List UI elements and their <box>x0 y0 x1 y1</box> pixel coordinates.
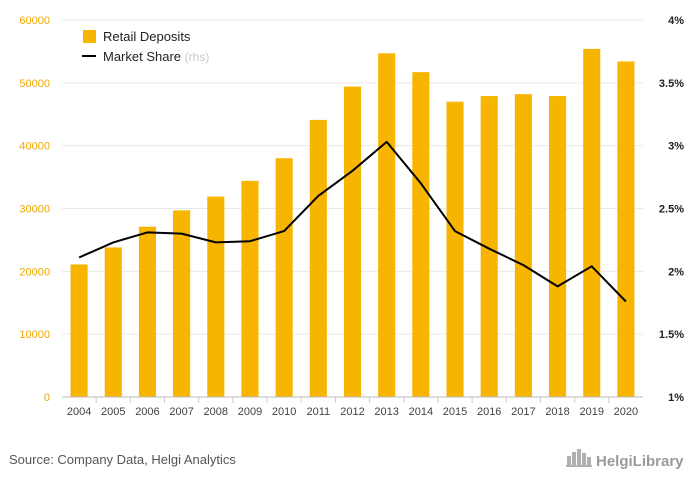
x-tick-label: 2004 <box>67 406 91 418</box>
bar <box>514 94 532 397</box>
bar <box>70 264 88 397</box>
y-right-tick-label: 1.5% <box>659 329 684 341</box>
bar <box>412 72 430 397</box>
y-right-tick-label: 3.5% <box>659 78 684 90</box>
bar <box>173 210 191 397</box>
x-tick-label: 2020 <box>614 406 638 418</box>
y-tick-label: 20000 <box>19 266 50 278</box>
y-right-tick-label: 2.5% <box>659 204 684 216</box>
y-tick-label: 30000 <box>19 204 50 216</box>
bar-series <box>70 48 635 398</box>
legend-label-retail-deposits: Retail Deposits <box>103 29 191 44</box>
y-tick-label: 10000 <box>19 329 50 341</box>
legend-rhs-note: (rhs) <box>185 50 210 64</box>
y-tick-label: 50000 <box>19 78 50 90</box>
y-right-tick-label: 3% <box>668 141 684 153</box>
y-right-tick-label: 2% <box>668 266 684 278</box>
x-tick-label: 2005 <box>101 406 125 418</box>
x-tick-label: 2018 <box>545 406 569 418</box>
legend: Retail Deposits Market Share (rhs) <box>82 29 209 64</box>
x-tick-label: 2016 <box>477 406 501 418</box>
source-note: Source: Company Data, Helgi Analytics <box>9 452 236 467</box>
x-tick-label: 2008 <box>204 406 228 418</box>
x-tick-label: 2017 <box>511 406 535 418</box>
y-axis-right: 1% 1.5% 2% 2.5% 3% 3.5% 4% <box>659 15 684 404</box>
y-right-tick-label: 1% <box>668 392 684 404</box>
y-right-tick-label: 4% <box>668 15 684 27</box>
bar <box>241 180 259 397</box>
y-tick-label: 0 <box>44 392 50 404</box>
x-tick-label: 2009 <box>238 406 262 418</box>
brand-logo: HelgiLibrary <box>566 449 684 470</box>
market-share-line <box>78 140 627 303</box>
legend-label-market-share-text: Market Share <box>103 49 181 64</box>
bar <box>275 158 293 397</box>
brand-name: HelgiLibrary <box>596 453 684 470</box>
bar <box>583 48 601 398</box>
y-axis-left: 0 10000 20000 30000 40000 50000 60000 <box>19 15 50 404</box>
bar <box>446 101 464 397</box>
x-tick-label: 2011 <box>306 406 330 418</box>
x-tick-label: 2006 <box>135 406 159 418</box>
line-series <box>78 140 627 303</box>
legend-label-market-share: Market Share (rhs) <box>103 49 209 64</box>
bar <box>378 53 396 397</box>
x-tick-label: 2010 <box>272 406 296 418</box>
bar <box>549 96 567 398</box>
bar <box>207 196 225 397</box>
bar <box>343 86 362 397</box>
x-tick-label: 2012 <box>340 406 364 418</box>
x-tick-label: 2013 <box>374 406 398 418</box>
bar <box>138 226 156 397</box>
bar <box>617 61 635 397</box>
x-axis: 2004 2005 2006 2007 2008 2009 2010 2011 2012 2013… <box>62 396 643 418</box>
x-tick-label: 2007 <box>169 406 193 418</box>
x-tick-label: 2015 <box>443 406 467 418</box>
x-tick-label: 2019 <box>579 406 603 418</box>
y-tick-label: 40000 <box>19 141 50 153</box>
x-tick-label: 2014 <box>409 406 433 418</box>
bar <box>104 247 122 397</box>
legend-swatch-bar <box>83 30 96 43</box>
brand-skyline-icon <box>566 449 592 467</box>
y-tick-label: 60000 <box>19 15 50 27</box>
bar <box>309 119 327 397</box>
bar <box>480 96 498 398</box>
